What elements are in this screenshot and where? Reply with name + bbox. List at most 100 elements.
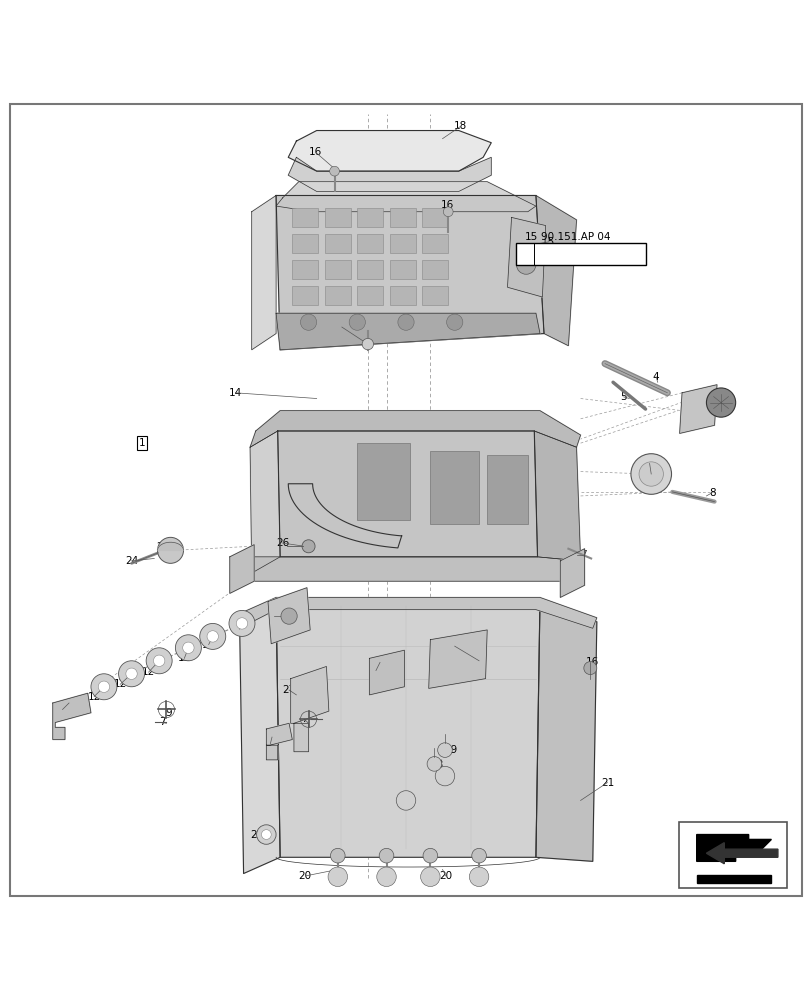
Text: 29: 29 [444, 745, 457, 755]
Text: 19: 19 [369, 666, 382, 676]
Circle shape [118, 661, 144, 687]
Polygon shape [239, 597, 596, 628]
Polygon shape [266, 723, 292, 760]
Polygon shape [706, 843, 777, 864]
Bar [292, 234, 318, 253]
Text: 16: 16 [309, 147, 322, 157]
Circle shape [330, 848, 345, 863]
Circle shape [583, 662, 596, 675]
Circle shape [157, 537, 183, 563]
Circle shape [706, 388, 735, 417]
Circle shape [200, 623, 225, 649]
Text: 7: 7 [159, 717, 165, 727]
Circle shape [126, 668, 137, 679]
Circle shape [437, 743, 452, 757]
Circle shape [397, 314, 414, 330]
Text: 25: 25 [712, 392, 725, 402]
Text: 3: 3 [709, 401, 715, 411]
Polygon shape [560, 549, 584, 597]
Bar [357, 286, 383, 305]
Circle shape [423, 848, 437, 863]
Polygon shape [535, 196, 576, 346]
Circle shape [229, 610, 255, 636]
Polygon shape [696, 875, 770, 883]
Polygon shape [679, 385, 716, 433]
Bar [292, 286, 318, 305]
Bar [324, 234, 350, 253]
Polygon shape [239, 601, 280, 874]
Polygon shape [428, 630, 487, 688]
Text: 9: 9 [475, 656, 482, 666]
Bar [487, 455, 527, 524]
Circle shape [302, 540, 315, 553]
Polygon shape [276, 313, 539, 350]
Bar [678, 822, 786, 888]
Circle shape [281, 608, 297, 624]
Polygon shape [290, 666, 328, 752]
Polygon shape [288, 157, 491, 191]
Text: 7: 7 [579, 550, 586, 560]
Bar [292, 260, 318, 279]
Polygon shape [250, 557, 580, 581]
Text: 18: 18 [453, 121, 466, 131]
Text: 2: 2 [646, 458, 652, 468]
Circle shape [182, 642, 194, 653]
Text: 16: 16 [586, 657, 599, 667]
Bar [516, 243, 646, 265]
Circle shape [443, 207, 453, 217]
Text: 24: 24 [125, 556, 138, 566]
Text: 4: 4 [652, 372, 659, 382]
Polygon shape [534, 431, 580, 561]
Circle shape [435, 766, 454, 786]
Polygon shape [276, 196, 543, 350]
Circle shape [98, 681, 109, 692]
Bar [324, 260, 350, 279]
Text: 11: 11 [202, 640, 215, 650]
Bar [389, 286, 415, 305]
Text: 1: 1 [139, 438, 145, 448]
Text: 22: 22 [250, 830, 263, 840]
Bar [430, 451, 478, 524]
Text: 14: 14 [229, 388, 242, 398]
Text: 16: 16 [440, 200, 453, 210]
Polygon shape [369, 650, 404, 695]
Text: 23: 23 [156, 542, 169, 552]
Circle shape [420, 867, 440, 887]
Polygon shape [250, 411, 580, 447]
Text: 5: 5 [620, 392, 626, 402]
Polygon shape [507, 217, 545, 297]
Circle shape [146, 648, 172, 674]
Circle shape [329, 166, 339, 176]
Polygon shape [268, 588, 310, 644]
Circle shape [638, 462, 663, 486]
Circle shape [236, 618, 247, 629]
Circle shape [362, 338, 373, 350]
Circle shape [207, 631, 218, 642]
Text: 12: 12 [142, 667, 155, 677]
Bar [389, 260, 415, 279]
Text: 15: 15 [524, 232, 537, 242]
Circle shape [91, 674, 117, 700]
Polygon shape [53, 693, 91, 740]
Polygon shape [250, 431, 280, 573]
Text: 15: 15 [542, 237, 555, 247]
Circle shape [256, 825, 276, 844]
Text: 20: 20 [439, 871, 452, 881]
Bar [422, 286, 448, 305]
Bar [324, 286, 350, 305]
Text: 7: 7 [301, 714, 307, 724]
Circle shape [427, 757, 441, 771]
Text: 17: 17 [335, 322, 348, 332]
Polygon shape [157, 542, 183, 550]
Circle shape [446, 314, 462, 330]
Text: 6: 6 [271, 611, 277, 621]
Polygon shape [277, 431, 537, 557]
Text: 10: 10 [233, 624, 246, 634]
Bar [292, 208, 318, 227]
Text: 90.151.AP 04: 90.151.AP 04 [540, 232, 610, 242]
Text: 12: 12 [178, 653, 191, 663]
Circle shape [349, 314, 365, 330]
Bar [357, 443, 410, 520]
Circle shape [379, 848, 393, 863]
Circle shape [328, 867, 347, 887]
